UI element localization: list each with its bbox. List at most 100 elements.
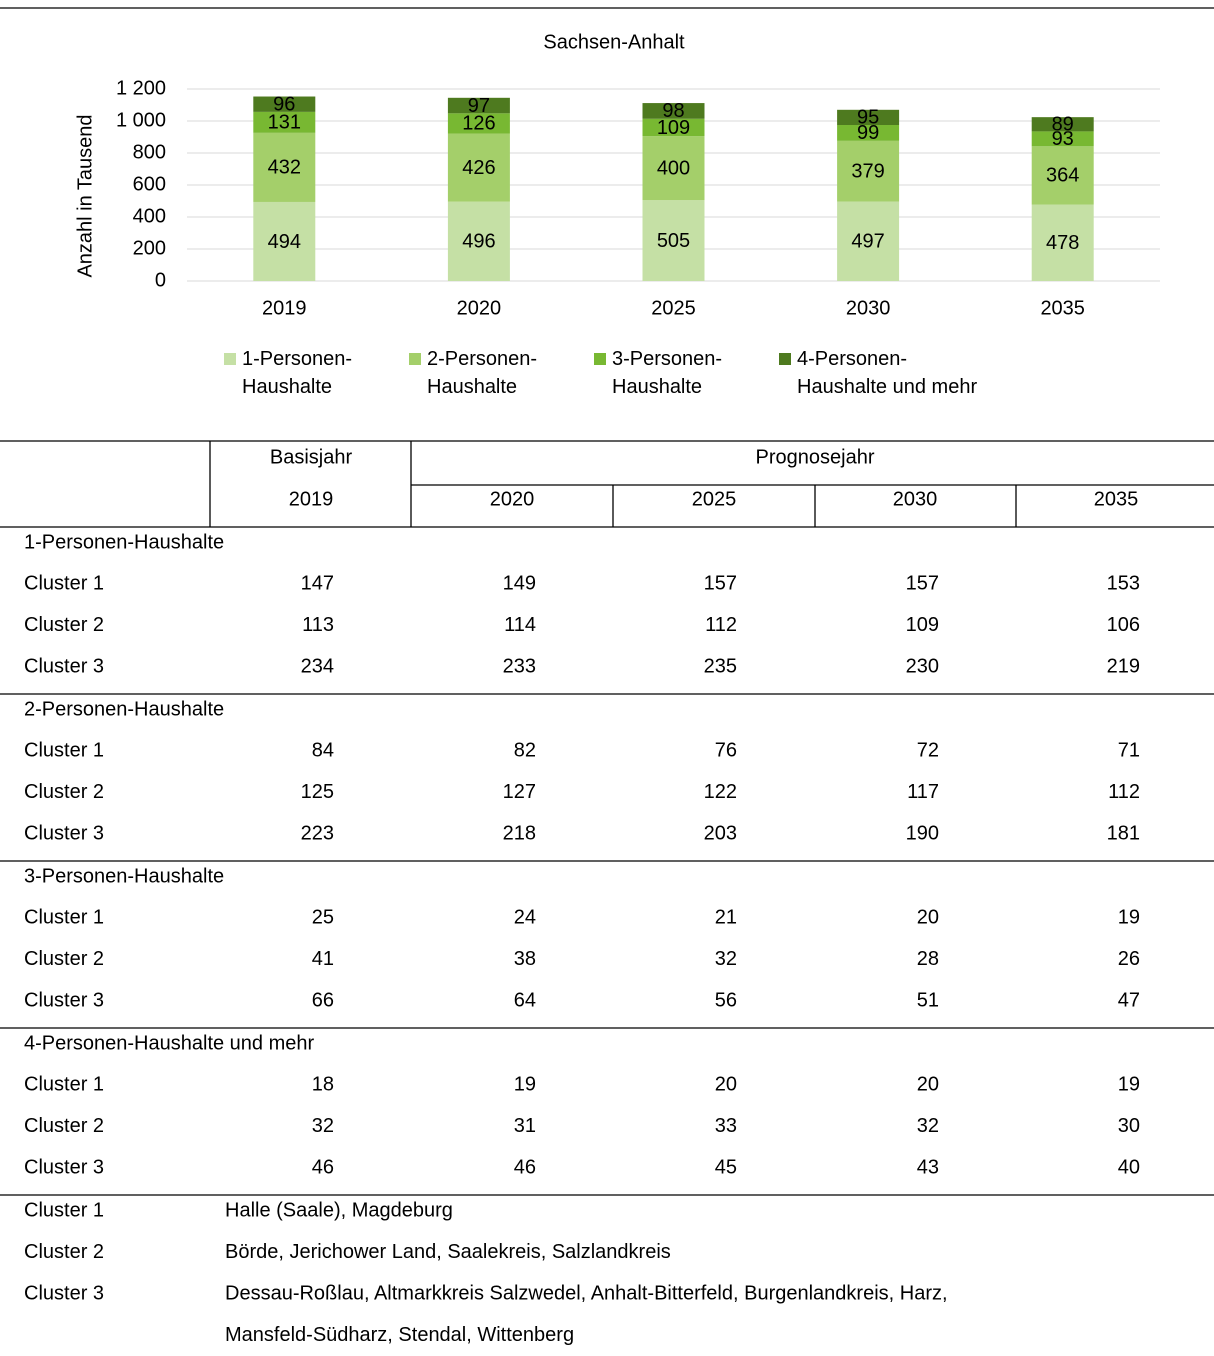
bar-segment bbox=[837, 201, 900, 281]
y-tick-label: 600 bbox=[133, 173, 166, 195]
row-label: Cluster 1 bbox=[24, 906, 104, 928]
cell: 20 bbox=[917, 1073, 939, 1095]
cell: 24 bbox=[514, 906, 536, 928]
legend-line: Haushalte und mehr bbox=[797, 376, 977, 398]
bar-segment bbox=[447, 97, 510, 114]
legend-swatch bbox=[779, 353, 791, 365]
cell: 76 bbox=[715, 739, 737, 761]
cell: 109 bbox=[906, 614, 939, 636]
cell: 230 bbox=[906, 655, 939, 677]
data-label: 497 bbox=[851, 231, 884, 253]
cell: 218 bbox=[503, 822, 536, 844]
cell: 28 bbox=[917, 948, 939, 970]
cell: 219 bbox=[1107, 655, 1140, 677]
cluster-label: Cluster 2 bbox=[24, 1241, 104, 1263]
legend-label: 2-Personen- Haushalte bbox=[427, 348, 537, 398]
bar-segment bbox=[837, 125, 900, 141]
x-tick-label: 2019 bbox=[262, 297, 307, 319]
bar-segment bbox=[837, 109, 900, 125]
bar-segment bbox=[642, 103, 705, 119]
cell: 32 bbox=[715, 948, 737, 970]
data-label: 131 bbox=[268, 112, 301, 134]
cell: 181 bbox=[1107, 822, 1140, 844]
cell: 113 bbox=[302, 614, 334, 636]
cell: 40 bbox=[1118, 1156, 1140, 1178]
cell: 46 bbox=[312, 1156, 334, 1178]
data-label: 97 bbox=[468, 95, 490, 117]
bar-segment bbox=[642, 200, 705, 281]
cell: 149 bbox=[503, 572, 536, 594]
row-label: Cluster 2 bbox=[24, 614, 104, 636]
bar-segment bbox=[642, 118, 705, 137]
cell: 82 bbox=[514, 739, 536, 761]
data-label: 494 bbox=[268, 231, 301, 253]
cell: 235 bbox=[704, 655, 737, 677]
row-label: Cluster 3 bbox=[24, 1156, 104, 1178]
cell: 203 bbox=[704, 822, 737, 844]
bar-segment bbox=[1031, 117, 1094, 132]
bar-segment bbox=[253, 201, 316, 281]
bar-segment bbox=[253, 111, 316, 133]
legend-label: 4-Personen- Haushalte und mehr bbox=[797, 348, 977, 398]
legend-line: 1-Personen- bbox=[242, 348, 352, 370]
cell: 117 bbox=[907, 781, 939, 803]
table-year: 2030 bbox=[893, 488, 938, 510]
row-label: Cluster 2 bbox=[24, 781, 104, 803]
group-label: 4-Personen-Haushalte und mehr bbox=[24, 1032, 315, 1054]
cell: 106 bbox=[1107, 614, 1140, 636]
cell: 30 bbox=[1118, 1115, 1140, 1137]
x-tick-label: 2035 bbox=[1040, 297, 1085, 319]
row-label: Cluster 1 bbox=[24, 572, 104, 594]
bar-segment bbox=[447, 133, 510, 202]
cell: 46 bbox=[514, 1156, 536, 1178]
cell: 19 bbox=[1118, 1073, 1140, 1095]
cell: 127 bbox=[503, 781, 536, 803]
group-label: 2-Personen-Haushalte bbox=[24, 698, 224, 720]
cell: 20 bbox=[917, 906, 939, 928]
row-label: Cluster 1 bbox=[24, 1073, 104, 1095]
row-label: Cluster 2 bbox=[24, 948, 104, 970]
table-year: 2020 bbox=[490, 488, 535, 510]
cell: 31 bbox=[514, 1115, 536, 1137]
legend-swatch bbox=[224, 353, 236, 365]
bar-segment bbox=[253, 132, 316, 202]
cell: 47 bbox=[1118, 989, 1140, 1011]
cell: 157 bbox=[906, 572, 939, 594]
data-label: 89 bbox=[1052, 114, 1074, 136]
data-label: 364 bbox=[1046, 165, 1079, 187]
cell: 32 bbox=[312, 1115, 334, 1137]
data-label: 98 bbox=[662, 100, 684, 122]
data-label: 126 bbox=[462, 113, 495, 135]
cell: 223 bbox=[301, 822, 334, 844]
cell: 234 bbox=[301, 655, 334, 677]
row-label: Cluster 3 bbox=[24, 655, 104, 677]
cell: 84 bbox=[312, 739, 334, 761]
cell: 147 bbox=[301, 572, 334, 594]
table-year: 2019 bbox=[289, 488, 334, 510]
cluster-label: Cluster 1 bbox=[24, 1199, 104, 1221]
data-label: 99 bbox=[857, 122, 879, 144]
cell: 157 bbox=[704, 572, 737, 594]
x-tick-label: 2030 bbox=[846, 297, 891, 319]
y-tick-label: 1 000 bbox=[116, 109, 166, 131]
y-tick-label: 200 bbox=[133, 237, 166, 259]
cluster-text: Börde, Jerichower Land, Saalekreis, Salz… bbox=[225, 1241, 671, 1263]
bar-segment bbox=[447, 113, 510, 134]
cell: 32 bbox=[917, 1115, 939, 1137]
legend-line: 3-Personen- bbox=[612, 348, 722, 370]
data-label: 426 bbox=[462, 157, 495, 179]
y-tick-label: 0 bbox=[155, 269, 166, 291]
row-label: Cluster 3 bbox=[24, 822, 104, 844]
y-tick-label: 1 200 bbox=[116, 77, 166, 99]
cell: 45 bbox=[715, 1156, 737, 1178]
row-label: Cluster 2 bbox=[24, 1115, 104, 1137]
data-label: 496 bbox=[462, 231, 495, 253]
legend-label: 3-Personen- Haushalte bbox=[612, 348, 722, 398]
y-tick-label: 400 bbox=[133, 205, 166, 227]
cell: 64 bbox=[514, 989, 536, 1011]
data-label: 505 bbox=[657, 230, 690, 252]
table-header: Basisjahr bbox=[270, 446, 353, 468]
legend-line: Haushalte bbox=[612, 376, 702, 398]
legend-swatch bbox=[594, 353, 606, 365]
cell: 43 bbox=[917, 1156, 939, 1178]
